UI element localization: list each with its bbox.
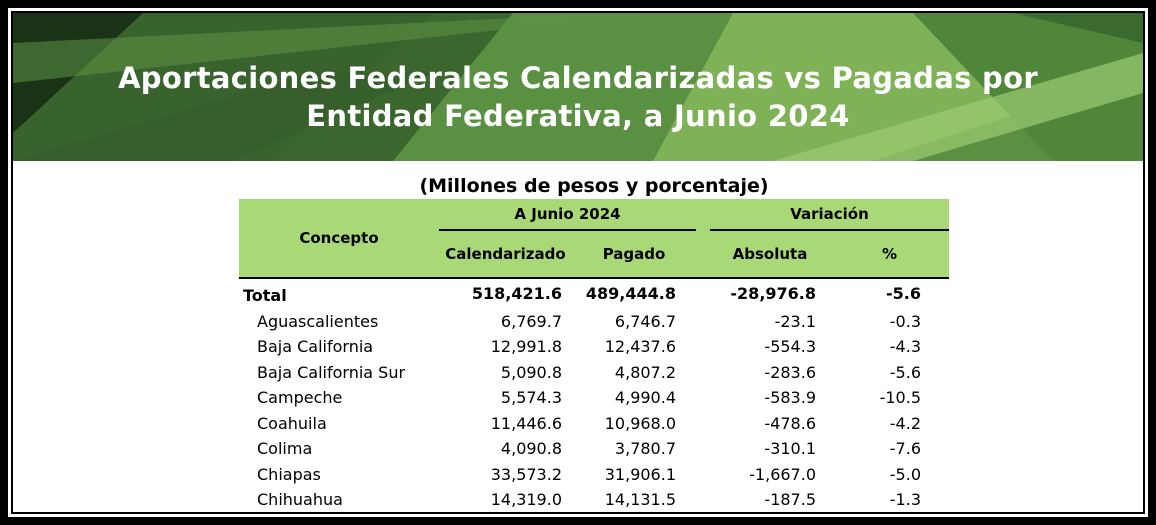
row-calendarizado: 14,319.0 bbox=[490, 490, 562, 510]
banner-background bbox=[13, 13, 1143, 161]
row-pagado: 4,807.2 bbox=[614, 362, 676, 382]
row-name: Chiapas bbox=[257, 464, 321, 484]
row-name: Campeche bbox=[257, 388, 343, 408]
header-absoluta: Absoluta bbox=[710, 230, 830, 279]
table-row: Baja California 12,991.8 12,437.6 -554.3… bbox=[239, 334, 949, 360]
row-pct: -5.6 bbox=[889, 362, 921, 382]
row-calendarizado: 33,573.2 bbox=[490, 464, 562, 484]
header-gap-2 bbox=[696, 230, 710, 279]
row-pct: -4.2 bbox=[889, 413, 921, 433]
row-pct: -1.3 bbox=[889, 490, 921, 510]
row-calendarizado: 4,090.8 bbox=[500, 439, 562, 459]
page-title: Aportaciones Federales Calendarizadas vs… bbox=[13, 59, 1143, 135]
row-absoluta: -583.9 bbox=[764, 388, 816, 408]
row-pct: -5.6 bbox=[886, 284, 921, 304]
row-name: Total bbox=[243, 286, 287, 306]
header-pct: % bbox=[830, 230, 949, 279]
title-banner: Aportaciones Federales Calendarizadas vs… bbox=[13, 13, 1143, 161]
row-calendarizado: 11,446.6 bbox=[490, 413, 562, 433]
slide-canvas: Aportaciones Federales Calendarizadas vs… bbox=[11, 11, 1145, 514]
title-line-2: Entidad Federativa, a Junio 2024 bbox=[306, 99, 850, 133]
data-table: Concepto A Junio 2024 Variación Calendar… bbox=[239, 199, 949, 512]
row-name: Baja California bbox=[257, 337, 374, 357]
table-row: Campeche 5,574.3 4,990.4 -583.9 -10.5 bbox=[239, 385, 949, 411]
table-row: Aguascalientes 6,769.7 6,746.7 -23.1 -0.… bbox=[239, 309, 949, 335]
row-calendarizado: 518,421.6 bbox=[471, 284, 562, 304]
frame-border: Aportaciones Federales Calendarizadas vs… bbox=[5, 5, 1151, 520]
row-pct: -4.3 bbox=[889, 337, 921, 357]
row-absoluta: -554.3 bbox=[764, 337, 816, 357]
row-pagado: 6,746.7 bbox=[614, 311, 676, 331]
table-row: Coahuila 11,446.6 10,968.0 -478.6 -4.2 bbox=[239, 411, 949, 437]
table-row: Chihuahua 14,319.0 14,131.5 -187.5 -1.3 bbox=[239, 487, 949, 512]
row-calendarizado: 5,090.8 bbox=[500, 362, 562, 382]
header-concepto: Concepto bbox=[239, 199, 439, 279]
row-absoluta: -1,667.0 bbox=[749, 464, 816, 484]
header-group-a-junio: A Junio 2024 bbox=[439, 199, 696, 231]
row-pagado: 489,444.8 bbox=[585, 284, 676, 304]
row-name: Colima bbox=[257, 439, 313, 459]
row-pct: -10.5 bbox=[879, 388, 921, 408]
table-subtitle: (Millones de pesos y porcentaje) bbox=[419, 175, 769, 197]
table-row-total: Total 518,421.6 489,444.8 -28,976.8 -5.6 bbox=[239, 278, 949, 309]
row-pct: -0.3 bbox=[889, 311, 921, 331]
table-row: Chiapas 33,573.2 31,906.1 -1,667.0 -5.0 bbox=[239, 462, 949, 488]
row-pct: -7.6 bbox=[889, 439, 921, 459]
row-pagado: 14,131.5 bbox=[604, 490, 676, 510]
row-calendarizado: 6,769.7 bbox=[500, 311, 562, 331]
row-pagado: 12,437.6 bbox=[604, 337, 676, 357]
table-row: Colima 4,090.8 3,780.7 -310.1 -7.6 bbox=[239, 436, 949, 462]
row-calendarizado: 12,991.8 bbox=[490, 337, 562, 357]
row-name: Baja California Sur bbox=[257, 362, 406, 382]
row-name: Aguascalientes bbox=[257, 311, 379, 331]
row-absoluta: -283.6 bbox=[764, 362, 816, 382]
row-pagado: 3,780.7 bbox=[614, 439, 676, 459]
row-pct: -5.0 bbox=[889, 464, 921, 484]
table-row: Baja California Sur 5,090.8 4,807.2 -283… bbox=[239, 360, 949, 386]
row-absoluta: -310.1 bbox=[764, 439, 816, 459]
row-pagado: 31,906.1 bbox=[604, 464, 676, 484]
row-absoluta: -187.5 bbox=[764, 490, 816, 510]
row-pagado: 10,968.0 bbox=[604, 413, 676, 433]
row-pagado: 4,990.4 bbox=[614, 388, 676, 408]
row-name: Coahuila bbox=[257, 413, 327, 433]
row-absoluta: -23.1 bbox=[774, 311, 816, 331]
header-gap bbox=[696, 199, 710, 230]
row-absoluta: -28,976.8 bbox=[730, 284, 816, 304]
header-group-variacion: Variación bbox=[710, 199, 949, 231]
row-absoluta: -478.6 bbox=[764, 413, 816, 433]
row-calendarizado: 5,574.3 bbox=[500, 388, 562, 408]
title-line-1: Aportaciones Federales Calendarizadas vs… bbox=[118, 61, 1038, 95]
header-pagado: Pagado bbox=[572, 230, 696, 279]
header-calendarizado: Calendarizado bbox=[439, 230, 572, 279]
header-row-groups: Concepto A Junio 2024 Variación bbox=[239, 199, 949, 279]
row-name: Chihuahua bbox=[257, 490, 343, 510]
